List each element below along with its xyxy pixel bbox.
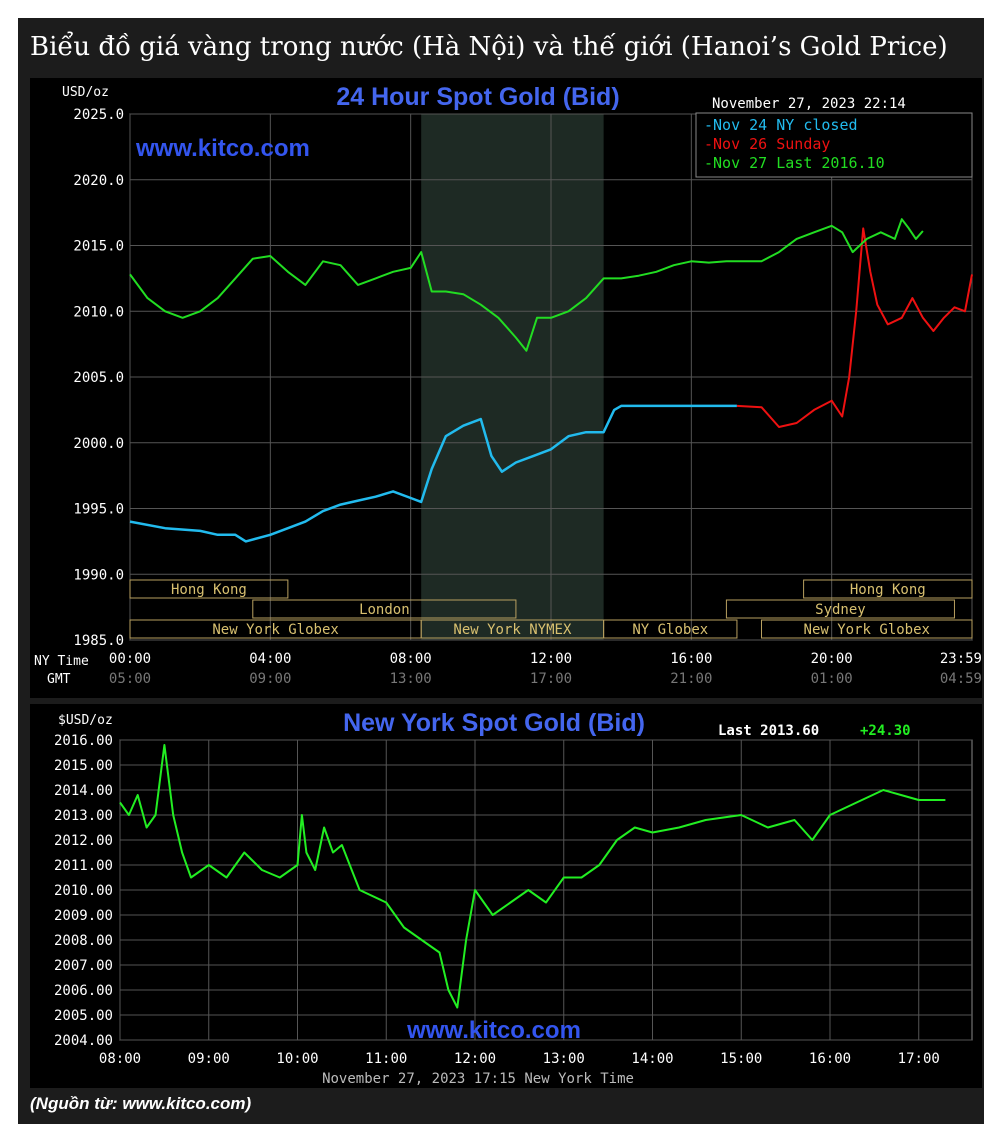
bottom-grid (119, 739, 972, 1041)
session-box (803, 579, 973, 599)
top-title: 24 Hour Spot Gold (Bid) (336, 83, 619, 111)
top-timestamp: November 27, 2023 22:14 (712, 96, 906, 112)
bottom-change-label: +24.30 (860, 723, 911, 739)
bottom-y-tick: 2014.00 (54, 783, 113, 799)
top-series-line (129, 218, 924, 352)
bottom-y-tick: 2006.00 (54, 983, 113, 999)
top-ylabel: USD/oz (62, 85, 109, 100)
top-x-tick-ny: 16:00 (670, 651, 712, 667)
top-x-tick-ny: 20:00 (811, 651, 853, 667)
session-label: New York NYMEX (453, 622, 572, 638)
bottom-y-tick: 2015.00 (54, 758, 113, 774)
bottom-x-tick: 17:00 (898, 1051, 940, 1067)
top-x-tick-ny: 23:59 (940, 651, 982, 667)
top-y-tick: 2015.0 (73, 239, 124, 255)
top-x-tick-labels: 00:00 05:00 04:00 09:00 08:00 13:00 12:00 17:00… (109, 651, 982, 687)
bottom-last-label: Last 2013.60 (718, 723, 819, 739)
bottom-x-tick: 16:00 (809, 1051, 851, 1067)
top-x-tick-gmt: 05:00 (109, 671, 151, 687)
session-label: New York Globex (804, 622, 930, 638)
top-x-tick-ny: 00:00 (109, 651, 151, 667)
bottom-y-tick: 2010.00 (54, 883, 113, 899)
top-series (129, 218, 973, 543)
session-label: Hong Kong (171, 582, 247, 598)
bottom-x-tick: 08:00 (99, 1051, 141, 1067)
bottom-y-tick-labels: 2016.00 2015.00 2014.00 2013.00 2012.00 2011.… (54, 733, 113, 1049)
top-x-tick-ny: 08:00 (390, 651, 432, 667)
top-x-tick-gmt: 09:00 (249, 671, 291, 687)
legend-entry: -Nov 27 Last 2016.10 (704, 154, 885, 172)
bottom-x-tick: 15:00 (720, 1051, 762, 1067)
bottom-x-tick: 10:00 (276, 1051, 318, 1067)
session-label: New York Globex (212, 622, 338, 638)
top-y-tick: 2000.0 (73, 436, 124, 452)
bottom-x-tick-labels: 08:00 09:00 10:00 11:00 12:00 13:00 14:00 15:00… (99, 1051, 940, 1067)
session-label: NY Globex (632, 622, 708, 638)
bottom-y-tick: 2016.00 (54, 733, 113, 749)
bottom-y-tick: 2012.00 (54, 833, 113, 849)
bottom-y-tick: 2013.00 (54, 808, 113, 824)
bottom-y-tick: 2008.00 (54, 933, 113, 949)
top-x-tick-gmt: 04:59 (940, 671, 982, 687)
bottom-y-tick: 2007.00 (54, 958, 113, 974)
bottom-x-tick: 14:00 (631, 1051, 673, 1067)
session-label: London (359, 602, 410, 618)
session-box (603, 619, 738, 639)
top-y-tick-labels: 2025.0 2020.0 2015.0 2010.0 2005.0 2000.0 1995… (73, 107, 124, 649)
session-box (725, 599, 955, 619)
top-x-tick-gmt: 01:00 (811, 671, 853, 687)
x-axis-label-ny: NY Time (34, 654, 89, 669)
bottom-y-tick: 2004.00 (54, 1033, 113, 1049)
x-axis-label-gmt: GMT (47, 672, 71, 687)
top-series-line (736, 227, 973, 428)
top-y-tick: 2020.0 (73, 173, 124, 189)
top-y-tick: 1995.0 (73, 502, 124, 518)
top-watermark: www.kitco.com (135, 135, 310, 162)
session-box (252, 599, 517, 619)
top-x-tick-gmt: 17:00 (530, 671, 572, 687)
bottom-x-tick: 13:00 (543, 1051, 585, 1067)
bottom-series-line (119, 744, 946, 1009)
top-x-tick-ny: 04:00 (249, 651, 291, 667)
top-x-tick-ny: 12:00 (530, 651, 572, 667)
session-box (761, 619, 973, 639)
top-y-tick: 2005.0 (73, 370, 124, 386)
bottom-title: New York Spot Gold (Bid) (343, 709, 645, 737)
session-box (129, 579, 289, 599)
bottom-y-tick: 2009.00 (54, 908, 113, 924)
top-y-tick: 1985.0 (73, 633, 124, 649)
top-x-tick-gmt: 21:00 (670, 671, 712, 687)
bottom-ylabel: $USD/oz (58, 713, 113, 728)
bottom-watermark: www.kitco.com (406, 1017, 581, 1044)
bottom-series (119, 744, 946, 1009)
session-label: Sydney (815, 602, 866, 618)
legend-entry: -Nov 26 Sunday (704, 135, 830, 153)
bottom-x-tick: 12:00 (454, 1051, 496, 1067)
figure-heading: Biểu đồ giá vàng trong nước (Hà Nội) và … (30, 32, 948, 62)
top-series-line (129, 404, 737, 543)
bottom-x-tick: 11:00 (365, 1051, 407, 1067)
top-y-tick: 2010.0 (73, 304, 124, 320)
bottom-footer: November 27, 2023 17:15 New York Time (322, 1071, 634, 1087)
legend-box (695, 112, 973, 178)
source-note: (Nguồn từ: www.kitco.com) (30, 1094, 252, 1113)
bottom-x-tick: 09:00 (188, 1051, 230, 1067)
top-legend: -Nov 24 NY closed-Nov 26 Sunday-Nov 27 L… (704, 116, 885, 172)
bottom-y-tick: 2011.00 (54, 858, 113, 874)
top-x-tick-gmt: 13:00 (390, 671, 432, 687)
top-y-tick: 1990.0 (73, 567, 124, 583)
session-label: Hong Kong (850, 582, 926, 598)
top-grid (129, 113, 973, 641)
bottom-y-tick: 2005.00 (54, 1008, 113, 1024)
trading-sessions: Hong Kong London New York Globex New York N… (129, 579, 973, 639)
top-y-tick: 2025.0 (73, 107, 124, 123)
legend-entry: -Nov 24 NY closed (704, 116, 858, 134)
